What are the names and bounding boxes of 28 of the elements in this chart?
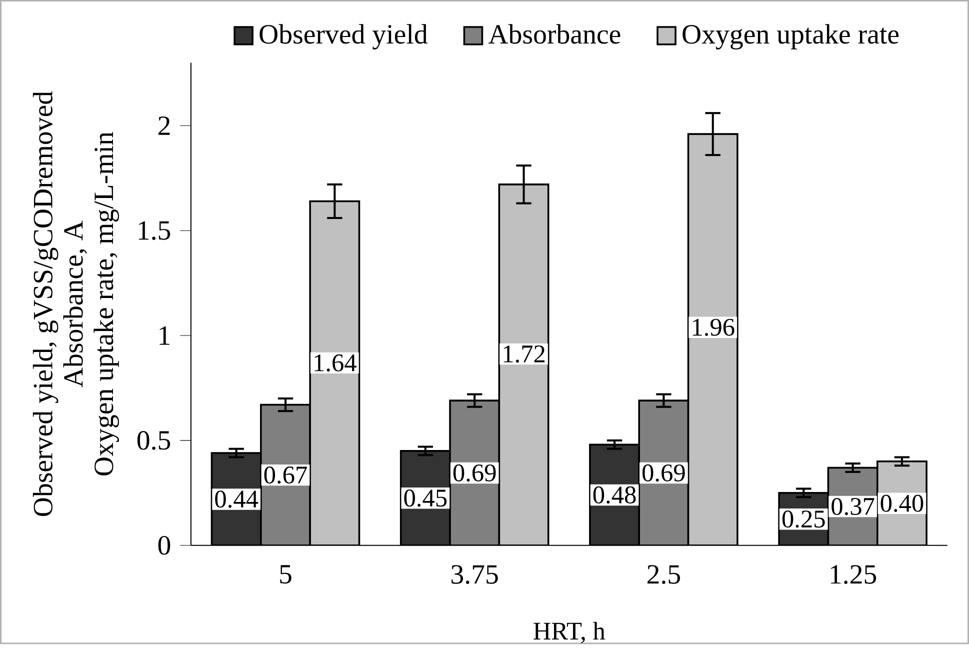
x-tick-label: 2.5 <box>648 565 680 584</box>
y-tick-label: 1.5 <box>138 221 170 240</box>
y-tick-label: 0 <box>158 536 170 555</box>
data-label: 1.96 <box>692 318 734 336</box>
data-label: 0.40 <box>880 494 924 512</box>
text: Absorbance, A <box>63 220 87 388</box>
x-tick-label: 5 <box>280 565 292 584</box>
x-tick-label: 3.75 <box>452 565 498 584</box>
data-label: 0.69 <box>642 464 685 482</box>
data-label: 1.72 <box>504 346 545 363</box>
data-label: 0.45 <box>404 490 447 507</box>
data-label: 1.64 <box>314 354 356 372</box>
data-label: 0.37 <box>832 498 874 516</box>
data-label: 0.67 <box>264 466 307 484</box>
data-label: 0.69 <box>453 464 496 482</box>
x-tick-label: 1.25 <box>830 565 876 584</box>
y-tick-label: 0.5 <box>137 431 170 450</box>
y-tick-label: 2 <box>158 116 170 135</box>
data-label: 0.48 <box>593 486 636 504</box>
legend-label: Absorbance <box>488 24 620 44</box>
text: Oxygen uptake rate, mg/L-min <box>94 132 119 476</box>
legend-label: Observed yield <box>260 24 428 50</box>
data-label: 0.44 <box>215 490 258 508</box>
data-label: 0.25 <box>782 510 825 528</box>
y-tick-label: 1 <box>160 326 170 345</box>
x-axis-title: HRT, h <box>534 622 606 644</box>
text: Observed yield, gVSS/gCODremoved <box>32 91 58 516</box>
legend-label: Oxygen uptake rate <box>682 24 899 50</box>
